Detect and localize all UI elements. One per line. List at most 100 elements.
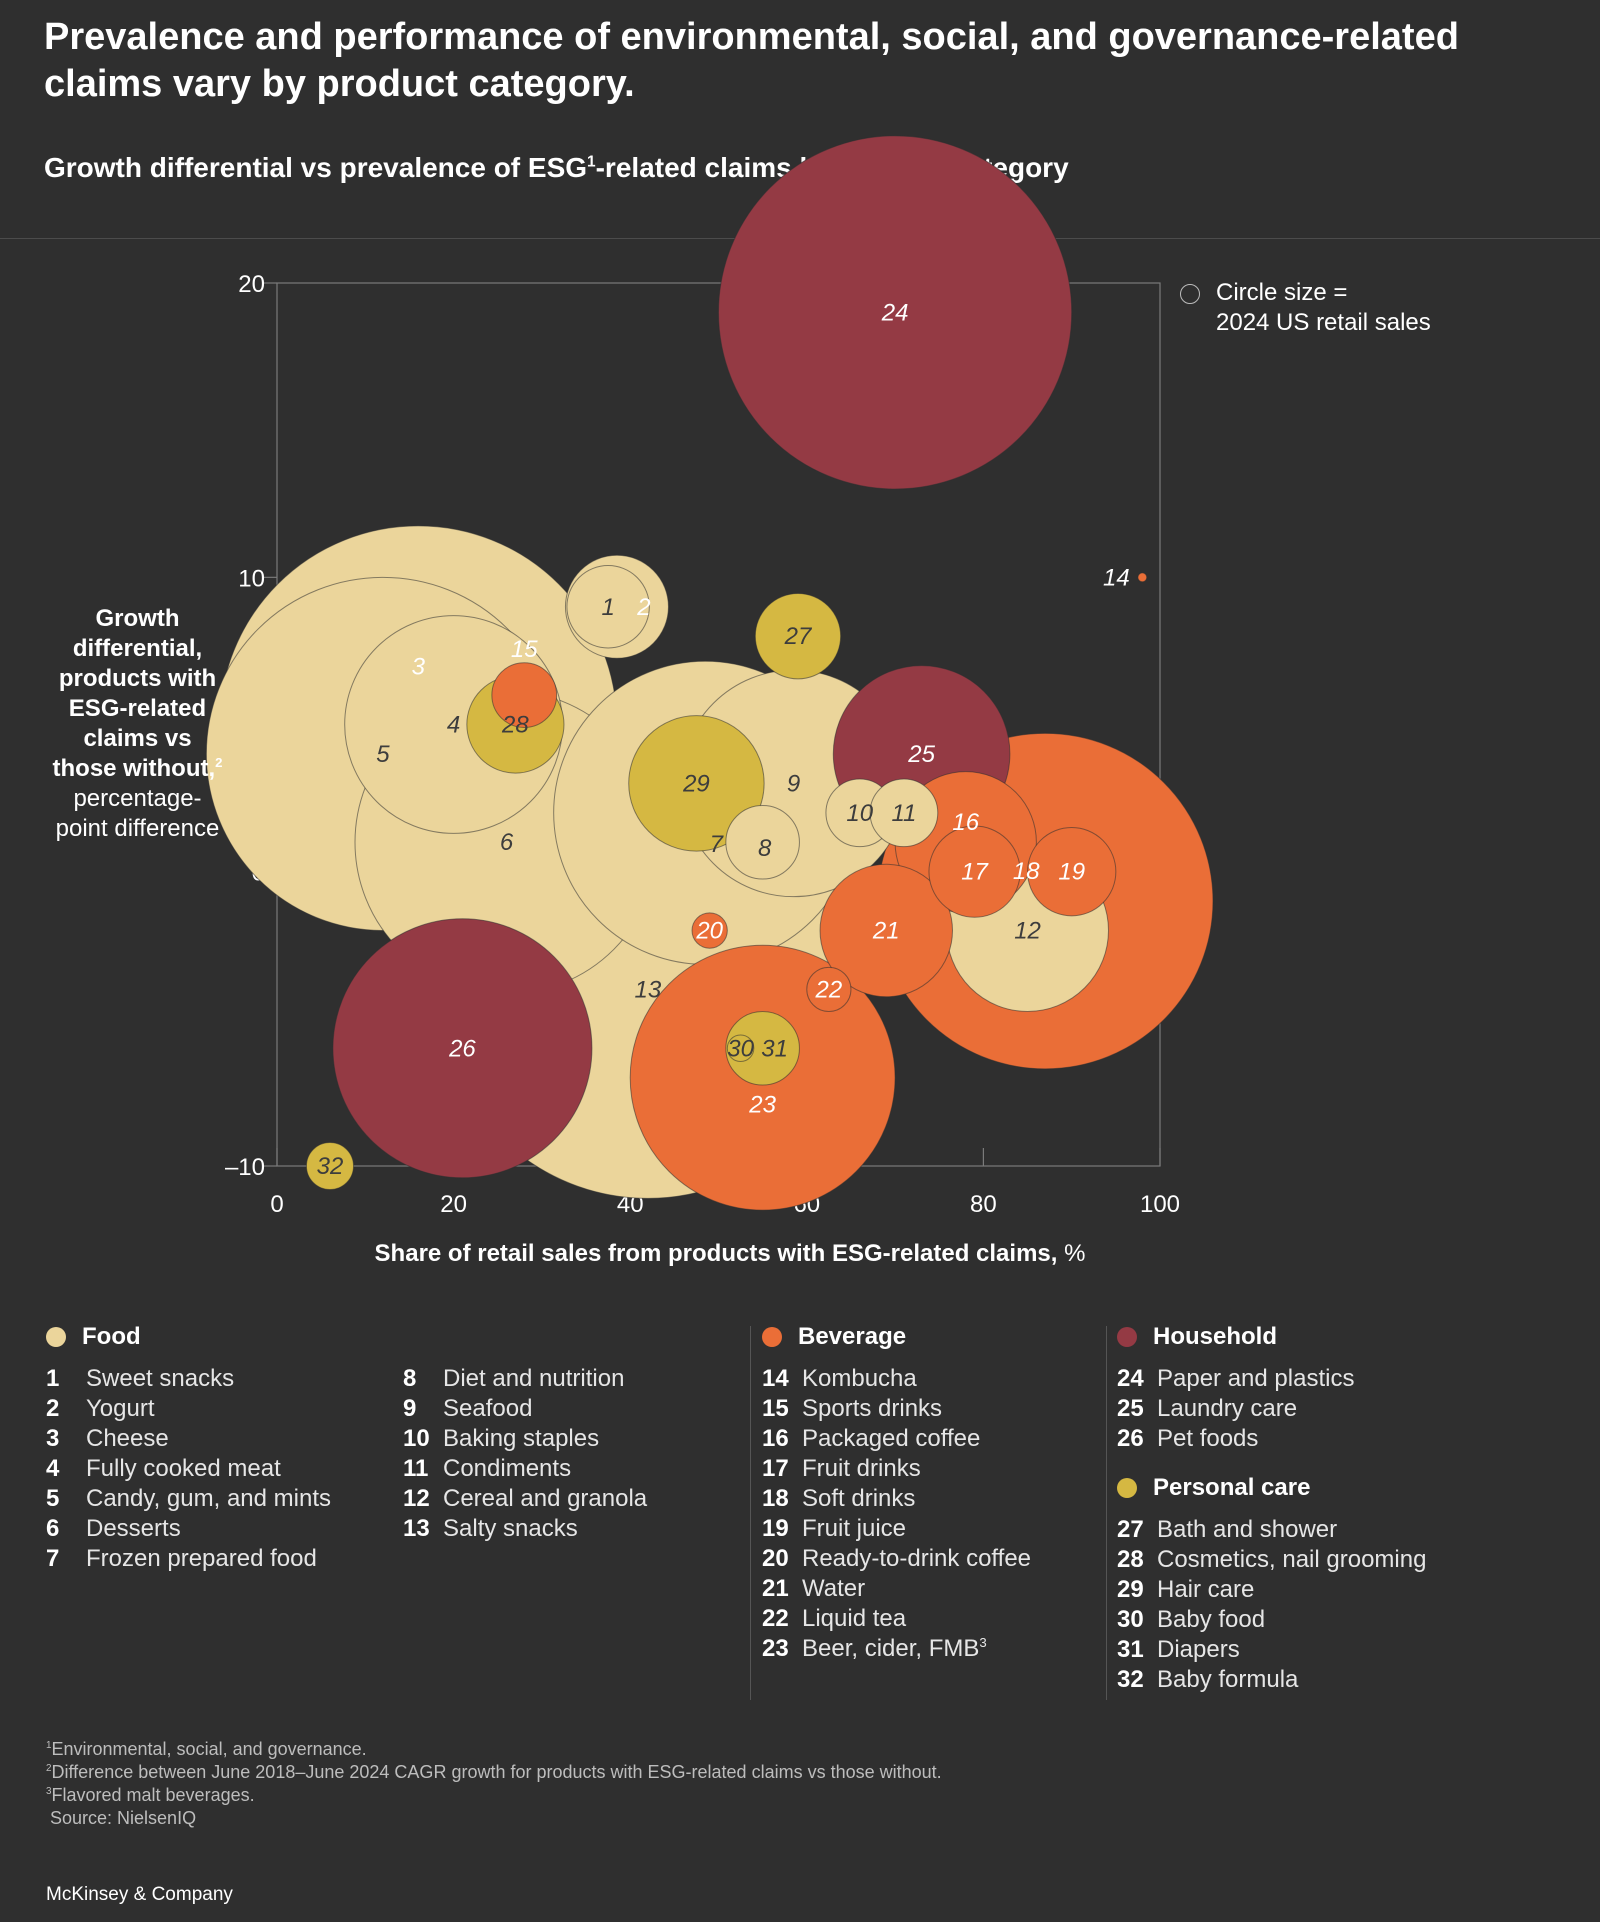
bubble-label-16: 16 (952, 809, 979, 836)
y-axis-label-line: products with (58, 665, 217, 692)
legend-item-label: Liquid tea (802, 1605, 907, 1632)
bubble-label-19: 19 (1058, 859, 1085, 886)
bubble-label-10: 10 (846, 800, 873, 827)
legend-household-title: Household (1153, 1323, 1277, 1350)
legend-item-number: 14 (762, 1365, 789, 1392)
legend-personal-care-header: Personal care (1117, 1473, 1426, 1503)
bubble-label-14: 14 (1103, 564, 1130, 591)
y-axis-label-line: percentage- (73, 785, 202, 812)
bubble-label-26: 26 (448, 1035, 476, 1062)
bubble-30 (726, 1034, 755, 1063)
household-dot-icon (1117, 1327, 1137, 1347)
legend-item: 2 Yogurt (46, 1394, 331, 1424)
legend-beverage-header: Beverage (762, 1322, 1031, 1352)
legend-item-label: Fruit drinks (802, 1455, 921, 1482)
legend-item-number: 2 (46, 1395, 60, 1422)
legend-item-label: Condiments (443, 1455, 572, 1482)
legend-item-number: 4 (46, 1455, 60, 1482)
legend-item-label: Diet and nutrition (443, 1365, 625, 1392)
legend-item: 15 Sports drinks (762, 1394, 1031, 1424)
bubble-label-2: 2 (636, 594, 650, 621)
legend-item-number: 16 (762, 1425, 789, 1452)
legend-divider (1106, 1326, 1107, 1700)
footnote-marker: 3 (46, 1786, 52, 1797)
legend-item-label: Soft drinks (802, 1485, 916, 1512)
legend-item-label: Beer, cider, FMB (802, 1635, 980, 1662)
legend-item-label: Frozen prepared food (86, 1545, 317, 1572)
legend-food-continued: 8 Diet and nutrition 9 Seafood 10 Baking stap… (403, 1364, 647, 1544)
legend-item: 14 Kombucha (762, 1364, 1031, 1394)
bubble-label-31: 31 (761, 1035, 788, 1062)
legend-item-label: Laundry care (1157, 1395, 1298, 1422)
bubble-label-3: 3 (412, 654, 426, 681)
x-tick-label: 0 (270, 1191, 283, 1218)
legend-item-label: Desserts (86, 1515, 181, 1542)
legend-item-label: Bath and shower (1157, 1516, 1338, 1543)
beverage-dot-icon (762, 1327, 782, 1347)
bubble-11 (869, 778, 939, 848)
bubble-label-11: 11 (891, 800, 916, 827)
bubble-label-32: 32 (317, 1153, 344, 1180)
bubble-label-12: 12 (1014, 918, 1041, 945)
bubble-label-6: 6 (500, 829, 514, 856)
legend-item-label: Sweet snacks (86, 1365, 235, 1392)
legend-food-list: 1 Sweet snacks 2 Yogurt 3 Cheese 4 Fully cooked… (46, 1364, 331, 1574)
legend-item-number: 32 (1117, 1666, 1144, 1693)
bubble-29 (628, 715, 765, 852)
footnote-marker: 1 (46, 1740, 52, 1751)
bubble-chart: –100102002040608010012345678910111213141… (205, 135, 1214, 1218)
footnotes: 1Environmental, social, and governance. … (46, 1738, 942, 1830)
legend-item-label: Cheese (86, 1425, 169, 1452)
bubble-22 (806, 966, 852, 1012)
legend-item: 21 Water (762, 1574, 1031, 1604)
bubble-label-20: 20 (695, 918, 723, 945)
legend-item: 32 Baby formula (1117, 1665, 1426, 1695)
legend-item: 18 Soft drinks (762, 1484, 1031, 1514)
legend-item-number: 12 (403, 1485, 430, 1512)
legend-household-header: Household (1117, 1322, 1354, 1352)
size-legend-circle-icon (1180, 284, 1200, 304)
y-axis-label-line: ESG-related (68, 695, 207, 722)
bubble-32 (305, 1141, 355, 1191)
legend-item-label: Cereal and granola (443, 1485, 648, 1512)
legend-item-number: 10 (403, 1425, 430, 1452)
bubble-label-21: 21 (872, 918, 900, 945)
legend-personal-care-list: 27 Bath and shower 28 Cosmetics, nail groom… (1117, 1515, 1426, 1695)
legend-item-number: 5 (46, 1485, 60, 1512)
bubble-label-7: 7 (710, 831, 725, 858)
legend-item-label: Baby formula (1157, 1666, 1299, 1693)
bubble-label-27: 27 (784, 623, 813, 650)
legend-item: 22 Liquid tea (762, 1604, 1031, 1634)
legend-item-number: 11 (403, 1455, 429, 1482)
legend-item-label: Seafood (443, 1395, 533, 1422)
x-axis-label-text: Share of retail sales from products with… (374, 1240, 1058, 1267)
legend-item-label: Kombucha (802, 1365, 917, 1392)
legend-item-label: Water (802, 1575, 866, 1602)
bubble-1 (566, 565, 650, 649)
bubble-label-30: 30 (727, 1035, 754, 1062)
legend-item-label: Sports drinks (802, 1395, 943, 1422)
legend-item-label: Hair care (1157, 1576, 1255, 1603)
size-legend: Circle size = 2024 US retail sales (1180, 278, 1431, 338)
legend-food: Food 1 Sweet snacks 2 Yogurt 3 Cheese 4 Fully c… (46, 1322, 331, 1574)
food-dot-icon (46, 1327, 66, 1347)
footnote-3: 3Flavored malt beverages. (46, 1784, 942, 1807)
legend-item-number: 23 (762, 1635, 789, 1662)
legend-item: 9 Seafood (403, 1394, 647, 1424)
y-axis-label-line: point difference (55, 815, 220, 842)
legend-item-number: 25 (1117, 1395, 1144, 1422)
y-axis-label-line: those without,2 (30, 754, 245, 784)
legend-item-number: 20 (762, 1545, 789, 1572)
footnote-marker: 2 (46, 1763, 52, 1774)
legend-item: 28 Cosmetics, nail grooming (1117, 1545, 1426, 1575)
legend-item-number: 29 (1117, 1576, 1144, 1603)
legend-item-number: 27 (1117, 1516, 1144, 1543)
legend-item: 26 Pet foods (1117, 1424, 1354, 1454)
legend-item-label: Fully cooked meat (86, 1455, 281, 1482)
legend-divider (750, 1326, 751, 1700)
bubble-label-29: 29 (682, 770, 710, 797)
legend-item: 27 Bath and shower (1117, 1515, 1426, 1545)
bubble-26 (332, 918, 593, 1179)
legend-item: 3 Cheese (46, 1424, 331, 1454)
bubble-8 (725, 804, 800, 880)
